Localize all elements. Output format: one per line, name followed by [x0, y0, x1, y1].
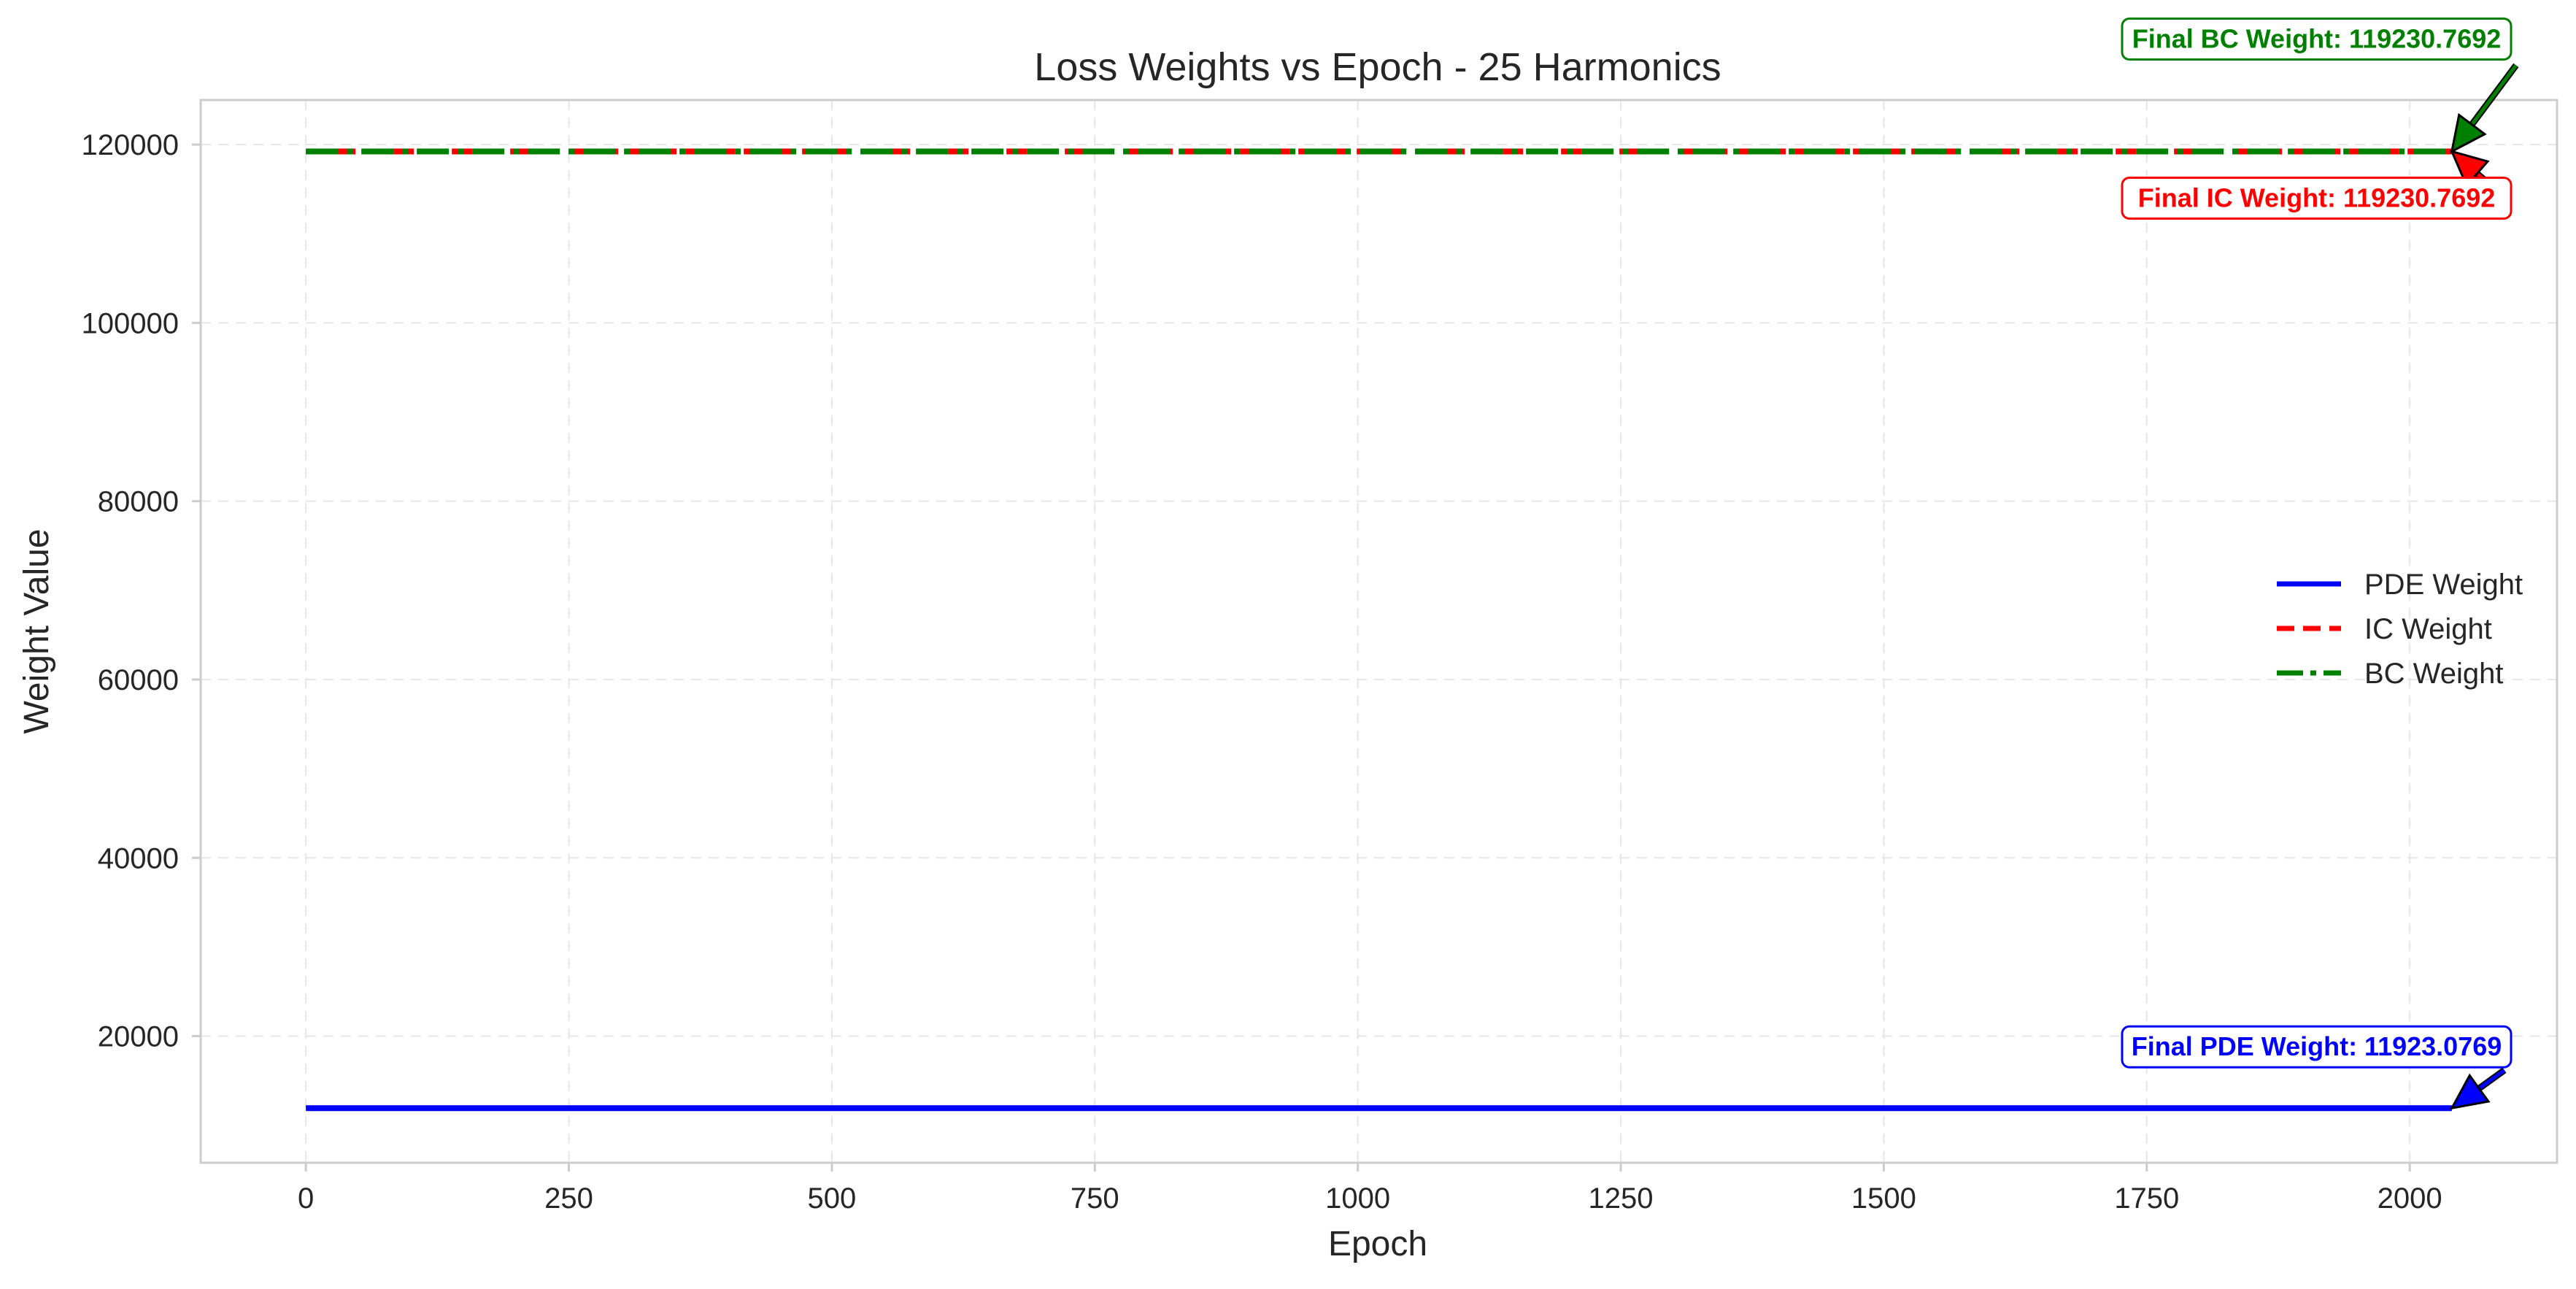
x-tick-label: 500	[808, 1182, 857, 1215]
x-axis-label: Epoch	[1328, 1225, 1427, 1263]
legend-label: BC Weight	[2364, 658, 2503, 690]
y-tick-label: 20000	[98, 1021, 179, 1053]
annotation-box	[2121, 176, 2513, 220]
x-tick-label: 1750	[2114, 1182, 2179, 1215]
annotation-arrow-head	[2450, 1073, 2491, 1110]
x-tick-label: 1000	[1325, 1182, 1390, 1215]
y-tick-label: 60000	[98, 664, 179, 696]
legend-label: PDE Weight	[2364, 569, 2523, 601]
x-tick-label: 0	[298, 1182, 314, 1215]
annotation-arrow-shaft	[2470, 64, 2518, 126]
y-tick-label: 120000	[82, 129, 179, 161]
y-axis-label: Weight Value	[18, 528, 56, 734]
annotation-label: Final IC Weight: 119230.7692	[2138, 182, 2496, 212]
plot-frame	[199, 99, 2558, 1164]
annotation-arrow-head	[2450, 150, 2490, 188]
annotation-label: Final PDE Weight: 11923.0769	[2132, 1031, 2502, 1061]
legend: PDE Weight IC Weight BC Weight	[2277, 569, 2523, 690]
annotation-arrow-shaft	[2477, 1069, 2506, 1090]
y-tick-label: 40000	[98, 842, 179, 874]
series-group	[306, 148, 2452, 1112]
x-tick-label: 1500	[1851, 1182, 1916, 1215]
annotations: Final BC Weight: 119230.7692 Final IC Wei…	[2121, 17, 2519, 1110]
x-tick-label: 1250	[1589, 1182, 1654, 1215]
legend-label: IC Weight	[2364, 613, 2492, 645]
chart-title: Loss Weights vs Epoch - 25 Harmonics	[1034, 45, 1721, 89]
annotation-box	[2121, 17, 2513, 61]
x-axis-ticks: 0 250 500 750 1000 1250 1500 1750 2000	[298, 1163, 2442, 1215]
annotation-arrow-head	[2450, 112, 2487, 154]
x-tick-label: 750	[1071, 1182, 1119, 1215]
annotation-box	[2121, 1025, 2513, 1069]
x-tick-label: 2000	[2378, 1182, 2442, 1215]
y-tick-label: 100000	[82, 307, 179, 339]
x-tick-label: 250	[544, 1182, 593, 1215]
y-tick-label: 80000	[98, 486, 179, 518]
y-axis-ticks: 20000 40000 60000 80000 100000 120000	[82, 129, 201, 1053]
annotation-label: Final BC Weight: 119230.7692	[2132, 23, 2502, 53]
